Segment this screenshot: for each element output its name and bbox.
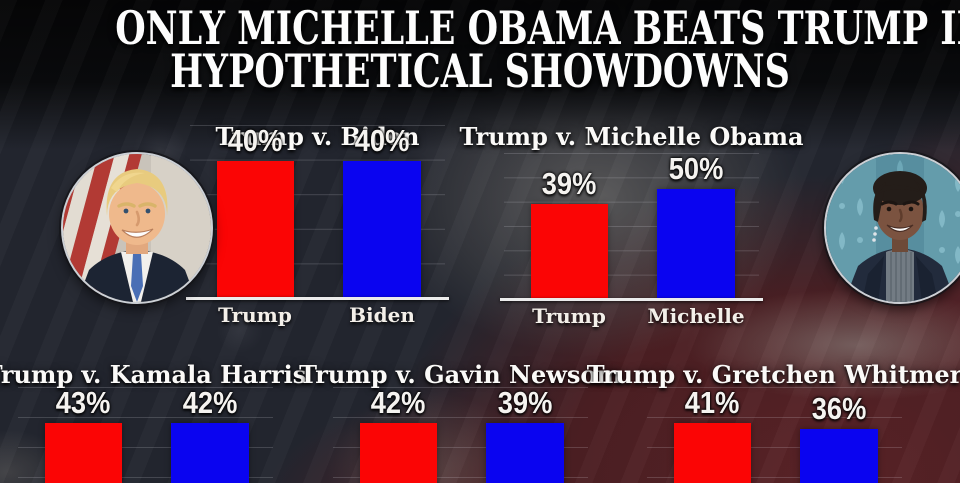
trump-bar-column: 41%: [674, 387, 751, 483]
trump-bar-column: 39%: [531, 153, 608, 299]
headline-line-1: ONLY MICHELLE OBAMA BEATS TRUMP IN: [115, 1, 960, 55]
biden-bar: [343, 161, 421, 298]
trump-bar: [531, 204, 608, 299]
bar-value-label: 40%: [228, 123, 283, 158]
trump-bar: [360, 423, 437, 483]
bar-value-label: 50%: [668, 151, 724, 186]
x-axis-labels: Trump Michelle: [504, 304, 759, 328]
trump-bar: [45, 423, 122, 483]
newsom-bar: [486, 423, 564, 483]
plot-area: 39% 50%: [500, 153, 763, 301]
michelle-bar: [657, 189, 735, 299]
bar-value-label: 39%: [542, 166, 597, 202]
plot-area: 40% 40%: [186, 125, 449, 300]
opponent-bar-column: 40%: [343, 125, 421, 298]
trump-bar: [217, 161, 294, 298]
chart-title: Trump v. Biden: [216, 122, 420, 151]
headline: ONLY MICHELLE OBAMA BEATS TRUMP IN HYPOT…: [0, 1, 960, 98]
chart-title: Trump v. Gavin Newsom: [299, 359, 622, 389]
michelle-obama-portrait-illustration: [826, 154, 960, 302]
opponent-bar-column: 42%: [171, 387, 249, 483]
bar-value-label: 43%: [56, 385, 111, 420]
michelle-obama-portrait: [824, 152, 960, 304]
bar-value-label: 42%: [371, 385, 426, 420]
x-label-trump: Trump: [532, 304, 606, 328]
opponent-bar-column: 50%: [657, 153, 735, 299]
bar-value-label: 39%: [497, 385, 553, 420]
x-label-michelle: Michelle: [647, 304, 745, 328]
chart-title: Trump v. Michelle Obama: [459, 121, 804, 151]
bar-value-label: 40%: [354, 123, 410, 158]
opponent-bar-column: 36%: [800, 387, 878, 483]
trump-portrait: [61, 152, 213, 304]
plot-area: 43% 42%: [18, 387, 273, 483]
bar-value-label: 36%: [811, 391, 867, 426]
trump-bar-column: 43%: [45, 387, 122, 483]
plot-area: 41% 36%: [647, 387, 902, 483]
bar-value-label: 42%: [182, 385, 238, 420]
chart-title: Trump v. Gretchen Whitmer: [586, 359, 960, 389]
trump-bar: [674, 423, 751, 483]
trump-portrait-illustration: [63, 154, 211, 302]
chart-title: Trump v. Kamala Harris: [0, 359, 307, 389]
x-axis-labels: Trump Biden: [190, 303, 445, 327]
whitmer-bar: [800, 429, 878, 483]
x-label-biden: Biden: [349, 303, 415, 327]
trump-bar-column: 40%: [217, 125, 294, 298]
harris-bar: [171, 423, 249, 483]
x-label-trump: Trump: [218, 303, 292, 327]
trump-bar-column: 42%: [360, 387, 437, 483]
x-axis-line: [500, 298, 763, 301]
x-axis-line: [186, 297, 449, 300]
headline-line-2: HYPOTHETICAL SHOWDOWNS: [170, 44, 790, 98]
plot-area: 42% 39%: [333, 387, 588, 483]
opponent-bar-column: 39%: [486, 387, 564, 483]
bar-value-label: 41%: [685, 385, 740, 420]
